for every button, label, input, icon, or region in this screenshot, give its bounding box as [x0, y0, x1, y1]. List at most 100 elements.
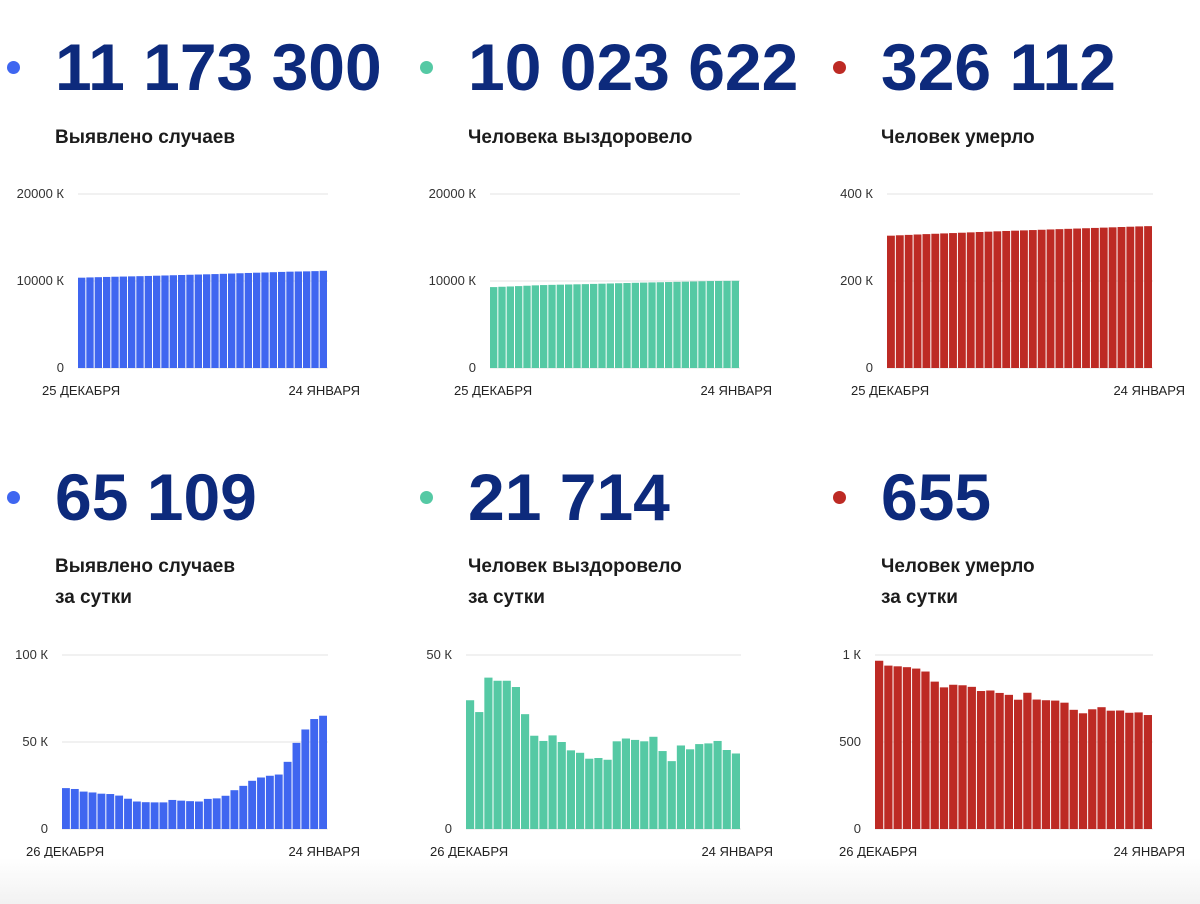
cases-dot [7, 491, 20, 504]
bar [667, 761, 676, 829]
bar [573, 284, 581, 368]
y-tick-label: 0 [445, 821, 452, 836]
bar [975, 232, 984, 368]
bar [557, 742, 566, 829]
bar [673, 281, 681, 368]
bar [540, 285, 548, 368]
bar [124, 798, 132, 829]
bar [722, 750, 731, 829]
bar [132, 801, 141, 829]
bar [939, 687, 949, 829]
bar [1064, 228, 1073, 368]
bar [244, 272, 252, 368]
bar [97, 793, 106, 829]
x-start-label: 26 ДЕКАБРЯ [839, 844, 917, 859]
bar [976, 691, 986, 829]
bar [1097, 707, 1106, 829]
bar [566, 750, 575, 829]
bar [1078, 713, 1088, 829]
label-line: Человека выздоровело [468, 127, 693, 148]
bar [221, 795, 230, 829]
bar [506, 286, 514, 368]
bar [1041, 700, 1051, 829]
bar [310, 719, 319, 829]
bar [475, 712, 484, 829]
y-tick-label: 10000 К [429, 273, 477, 288]
bar [606, 283, 614, 368]
total-cases-value: 11 173 300 [55, 30, 382, 104]
y-tick-label: 100 К [15, 647, 48, 662]
bar [1090, 227, 1099, 368]
bar [539, 740, 548, 829]
daily-recovered-label: Человек выздоровело за сутки [468, 551, 682, 613]
bar [698, 281, 706, 368]
total-recovered-value: 10 023 622 [468, 30, 799, 104]
x-start-label: 26 ДЕКАБРЯ [430, 844, 508, 859]
y-tick-label: 200 К [840, 273, 873, 288]
bar [984, 231, 993, 368]
y-tick-label: 0 [41, 821, 48, 836]
bar [893, 666, 902, 829]
bar [212, 798, 221, 829]
bar [902, 667, 912, 829]
bar [931, 233, 940, 368]
bar [531, 285, 539, 368]
x-end-label: 24 ЯНВАРЯ [288, 383, 360, 398]
bar [949, 233, 957, 368]
bar [912, 668, 921, 829]
bar [168, 799, 177, 829]
bar [1125, 712, 1134, 829]
x-end-label: 24 ЯНВАРЯ [288, 844, 360, 859]
bar [1135, 226, 1144, 368]
bar [731, 280, 739, 368]
bar [70, 788, 79, 829]
bar [656, 282, 664, 368]
bar [966, 232, 975, 368]
bar [715, 280, 723, 368]
bar [986, 690, 995, 829]
x-end-label: 24 ЯНВАРЯ [701, 844, 773, 859]
label-line: Человек умерло [881, 127, 1035, 148]
x-start-label: 26 ДЕКАБРЯ [26, 844, 104, 859]
bar [178, 274, 186, 368]
bar [598, 283, 606, 368]
bar [62, 788, 70, 829]
daily-cases-chart: 100 К 50 К 0 26 ДЕКАБРЯ 24 ЯНВАРЯ [15, 647, 360, 859]
bar [585, 758, 594, 829]
total-cases-chart: 20000 К 10000 К 0 25 ДЕКАБРЯ 24 ЯНВАРЯ [17, 186, 360, 398]
bar [493, 680, 502, 829]
bar [153, 275, 161, 368]
bar [269, 272, 277, 368]
y-tick-label: 0 [469, 360, 476, 375]
bar [884, 665, 893, 829]
bar [141, 802, 150, 829]
bar [648, 282, 656, 368]
label-line: Выявлено случаев [55, 556, 236, 577]
bar [921, 671, 930, 829]
bar [111, 276, 119, 368]
panel-daily-recovered: 21 714 Человек выздоровело за сутки 50 К… [413, 430, 813, 870]
panel-total-cases: 11 173 300 Выявлено случаев 20000 К 10000… [0, 0, 400, 420]
bar [203, 798, 212, 829]
bar [94, 277, 102, 368]
bar [623, 283, 631, 368]
bar [686, 749, 695, 829]
bar [236, 273, 244, 368]
bar [913, 234, 922, 368]
total-recovered-label: Человека выздоровело [468, 122, 692, 153]
y-tick-label: 500 [839, 734, 861, 749]
y-tick-label: 0 [854, 821, 861, 836]
bar [649, 736, 658, 829]
bar [1115, 710, 1125, 829]
bar [283, 761, 292, 829]
label-line: за сутки [881, 587, 958, 608]
bar [713, 740, 722, 829]
bar [530, 735, 539, 829]
deaths-dot [833, 61, 846, 74]
label-line: за сутки [55, 587, 132, 608]
panel-total-deaths: 326 112 Человек умерло 400 К 200 К 0 25 ДЕК… [826, 0, 1200, 420]
bar [1069, 709, 1078, 829]
bar [150, 802, 159, 829]
x-start-label: 25 ДЕКАБРЯ [851, 383, 929, 398]
bar [115, 795, 124, 829]
